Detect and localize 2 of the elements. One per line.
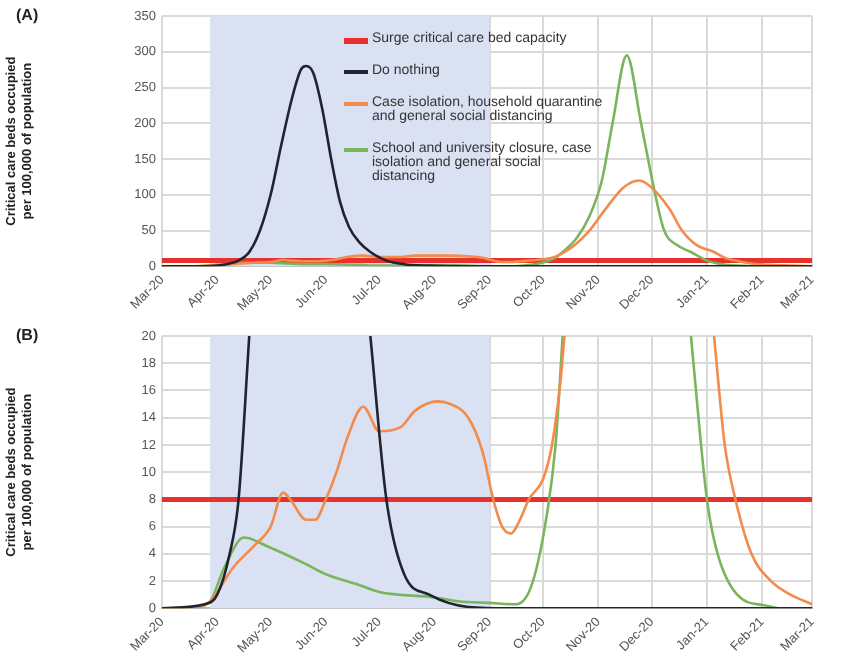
text: (A) — [16, 6, 39, 25]
text: (B) — [16, 326, 39, 345]
